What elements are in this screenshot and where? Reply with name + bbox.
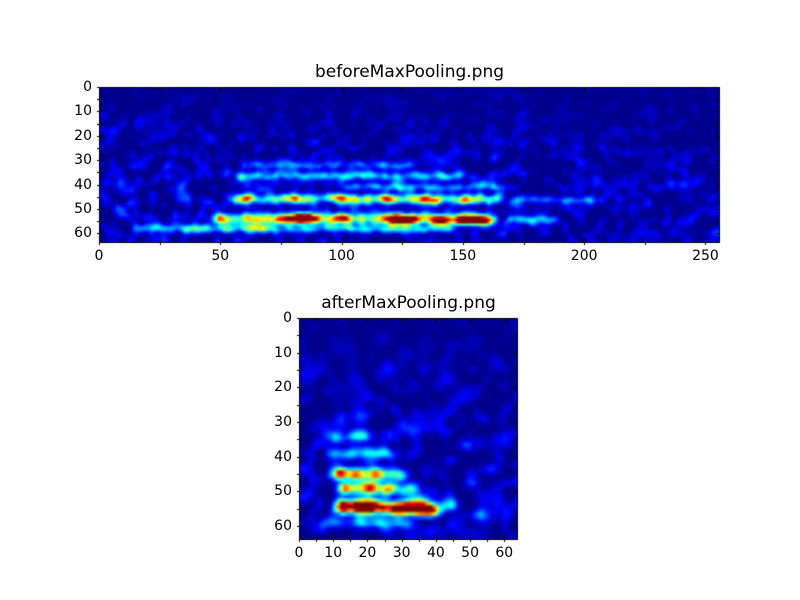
y-tick-label: 20 bbox=[74, 127, 92, 144]
y-tick-label: 10 bbox=[74, 103, 92, 120]
y-tick-label: 20 bbox=[274, 379, 292, 396]
y-tick-label: 40 bbox=[274, 448, 292, 465]
x-tick-label: 20 bbox=[358, 545, 377, 561]
heatmap-before-maxpooling bbox=[94, 82, 725, 248]
x-tick-label: 0 bbox=[294, 545, 304, 561]
chart-title-before-maxpooling: beforeMaxPooling.png bbox=[314, 62, 505, 82]
y-tick-label: 40 bbox=[74, 176, 92, 193]
x-tick-label: 200 bbox=[570, 248, 598, 264]
y-tick-label: 10 bbox=[274, 344, 292, 361]
y-tick-label: 50 bbox=[274, 483, 292, 500]
x-tick-label: 100 bbox=[328, 248, 355, 264]
x-tick-label: 40 bbox=[426, 545, 445, 561]
x-tick-label: 10 bbox=[324, 545, 343, 561]
y-tick-label: 60 bbox=[274, 518, 292, 535]
y-tick-label: 50 bbox=[74, 200, 92, 217]
x-tick-label: 60 bbox=[495, 545, 514, 561]
y-tick-label: 0 bbox=[83, 79, 92, 95]
heatmap-after-maxpooling bbox=[294, 313, 523, 545]
y-tick-label: 30 bbox=[74, 152, 92, 169]
y-tick-label: 30 bbox=[274, 414, 292, 431]
x-tick-label: 50 bbox=[211, 248, 230, 264]
x-tick-label: 250 bbox=[692, 248, 719, 264]
y-tick-label: 60 bbox=[74, 225, 92, 242]
x-tick-label: 0 bbox=[94, 248, 104, 264]
chart-title-after-maxpooling: afterMaxPooling.png bbox=[321, 293, 496, 313]
y-tick-label: 0 bbox=[283, 310, 292, 326]
x-tick-label: 150 bbox=[449, 248, 477, 264]
x-tick-label: 50 bbox=[461, 545, 480, 561]
x-tick-label: 30 bbox=[392, 545, 411, 561]
